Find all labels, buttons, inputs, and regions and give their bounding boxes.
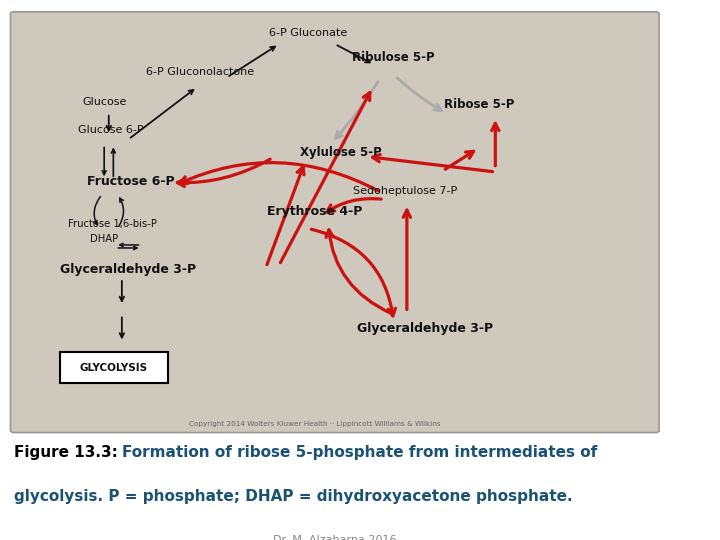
Text: GLYCOLYSIS: GLYCOLYSIS: [80, 363, 148, 373]
Text: Dr. M. Alzaharna 2016: Dr. M. Alzaharna 2016: [273, 535, 397, 540]
FancyBboxPatch shape: [60, 352, 168, 383]
Text: 6-P Gluconate: 6-P Gluconate: [269, 28, 348, 38]
Text: Copyright 2014 Wolters Kluwer Health ·· Lippincott Williams & Wilkins: Copyright 2014 Wolters Kluwer Health ·· …: [189, 421, 441, 427]
Text: Figure 13.3:: Figure 13.3:: [14, 445, 117, 460]
FancyBboxPatch shape: [11, 12, 659, 433]
Text: Erythrose 4-P: Erythrose 4-P: [267, 205, 363, 218]
Text: DHAP: DHAP: [90, 234, 118, 245]
Text: Fructose 6-P: Fructose 6-P: [86, 175, 174, 188]
Text: Fructose 1,6-bis-P: Fructose 1,6-bis-P: [68, 219, 156, 230]
Text: Ribulose 5-P: Ribulose 5-P: [353, 51, 435, 64]
Text: Formation of ribose 5-phosphate from intermediates of: Formation of ribose 5-phosphate from int…: [122, 445, 597, 460]
Text: Glyceraldehyde 3-P: Glyceraldehyde 3-P: [60, 263, 197, 276]
Text: glycolysis. P = phosphate; DHAP = dihydroxyacetone phosphate.: glycolysis. P = phosphate; DHAP = dihydr…: [14, 489, 572, 504]
Text: Glucose: Glucose: [82, 97, 126, 107]
Text: Glucose 6-P: Glucose 6-P: [78, 125, 143, 135]
Text: Xylulose 5-P: Xylulose 5-P: [300, 146, 382, 159]
Text: Glyceraldehyde 3-P: Glyceraldehyde 3-P: [357, 322, 493, 335]
Text: 6-P Gluconolactone: 6-P Gluconolactone: [146, 67, 255, 77]
Text: Sedoheptulose 7-P: Sedoheptulose 7-P: [354, 186, 458, 196]
Text: Ribose 5-P: Ribose 5-P: [444, 98, 514, 111]
